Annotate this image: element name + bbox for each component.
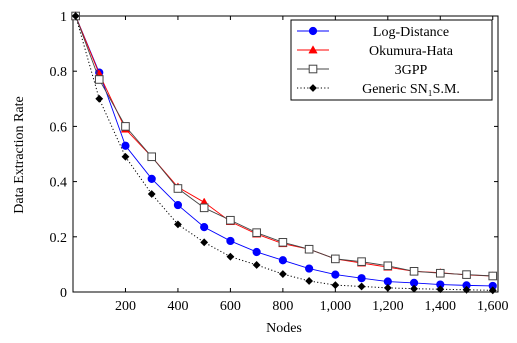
data-point: [226, 236, 235, 246]
data-point: [121, 152, 130, 161]
data-point: [462, 270, 471, 279]
series-2: [71, 11, 498, 281]
data-point: [278, 256, 287, 265]
legend-marker: [308, 64, 318, 74]
data-point: [357, 257, 366, 266]
legend-box: [290, 19, 493, 101]
data-point: [331, 270, 340, 279]
y-tick-label: 0.6: [50, 120, 68, 135]
legend: Log-Distance Okumura-Hata 3GPP Generic SN₁S…: [290, 19, 493, 101]
legend-label: Okumura-Hata: [369, 44, 454, 59]
series-3: [71, 12, 497, 295]
x-tick-label: 1,400: [425, 299, 457, 314]
x-tick-label: 1,200: [372, 299, 404, 314]
y-tick-label: 0: [60, 286, 67, 301]
series-line: [75, 15, 493, 291]
data-point: [252, 228, 261, 237]
plot-frame: [72, 15, 499, 293]
x-tick-label: 400: [167, 299, 188, 314]
data-point: [173, 200, 183, 210]
series-0: [71, 11, 497, 291]
data-point: [226, 252, 235, 261]
data-point: [121, 141, 130, 150]
data-point: [252, 261, 261, 269]
data-point: [200, 238, 209, 247]
data-point: [95, 94, 104, 103]
data-point: [200, 223, 209, 232]
data-point: [357, 282, 366, 291]
legend-label: 3GPP: [395, 63, 428, 78]
data-point: [226, 215, 235, 225]
data-point: [94, 75, 104, 84]
data-point: [305, 277, 314, 285]
data-point: [435, 268, 445, 278]
data-point: [173, 184, 183, 193]
data-point: [147, 174, 156, 183]
data-point: [410, 284, 418, 293]
y-tick-label: 0.2: [50, 231, 68, 246]
y-axis-title: Data Extraction Rate: [12, 96, 27, 213]
data-point: [357, 274, 366, 283]
data-point: [278, 238, 288, 247]
data-point: [462, 285, 471, 294]
legend-label: Generic SN₁S.M.: [362, 82, 460, 97]
data-point: [436, 285, 445, 294]
x-axis-title: Nodes: [266, 321, 302, 336]
data-point: [71, 12, 80, 20]
data-point: [383, 261, 393, 271]
data-point: [331, 254, 340, 264]
data-point: [147, 190, 156, 198]
data-point: [305, 264, 314, 273]
legend-marker: [309, 84, 317, 92]
data-point: [488, 271, 498, 281]
x-tick-label: 600: [220, 299, 241, 314]
x-tick-label: 1,000: [320, 299, 352, 314]
y-tick-label: 1: [60, 10, 67, 25]
legend-label: Log-Distance: [373, 25, 449, 40]
data-point: [409, 267, 419, 276]
x-tick-label: 800: [272, 299, 293, 314]
data-point: [199, 203, 209, 213]
data-point: [383, 283, 392, 292]
legend-marker: [308, 45, 318, 54]
data-point: [252, 247, 261, 257]
data-point: [121, 122, 130, 131]
y-tick-label: 0.4: [50, 176, 68, 191]
y-tick-label: 0.8: [50, 65, 68, 80]
x-tick-label: 200: [115, 299, 136, 314]
data-point: [304, 244, 314, 254]
data-point: [174, 220, 182, 229]
data-point: [331, 281, 340, 290]
x-tick-label: 1,600: [477, 299, 509, 314]
legend-marker: [308, 26, 318, 36]
data-point: [488, 286, 497, 295]
plot-area: 200 400 600 800 1,000 1,200 1,400 1,600 0 0.2 0.4 0…: [50, 10, 509, 314]
data-point: [278, 270, 287, 278]
data-point: [147, 152, 157, 162]
